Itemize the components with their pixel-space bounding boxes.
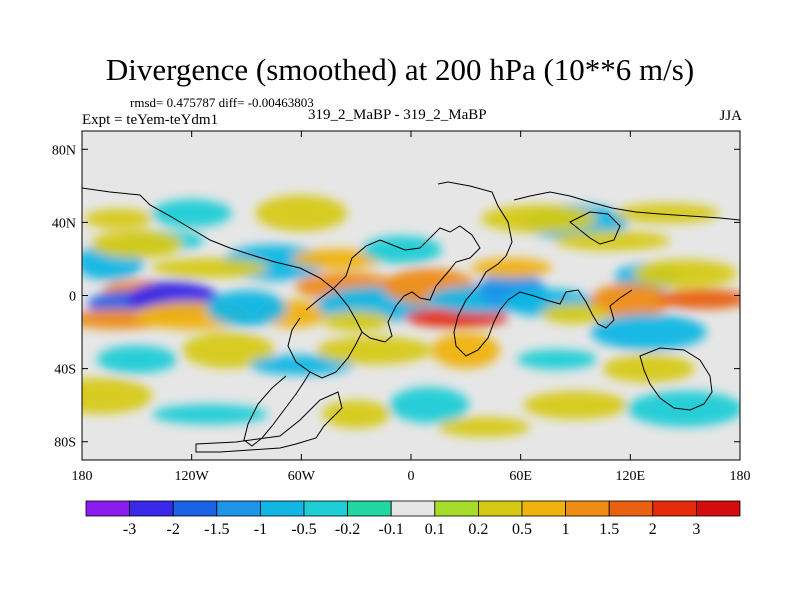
field-region — [627, 390, 740, 427]
chart-title: Divergence (smoothed) at 200 hPa (10**6 … — [105, 52, 695, 87]
y-tick-label: 80N — [52, 143, 76, 158]
colorbar-swatch — [303, 500, 348, 517]
colorbar-label: -3 — [123, 521, 136, 538]
colorbar-swatch — [347, 500, 392, 517]
field-region — [206, 290, 287, 327]
y-tick-label: 40S — [54, 363, 76, 378]
experiment-label: Expt = teYem-teYdm1 — [82, 112, 219, 128]
field-region — [82, 378, 153, 415]
colorbar-label: 0.1 — [425, 521, 445, 538]
colorbar-label: 0.5 — [512, 521, 532, 538]
field-region — [590, 314, 707, 351]
colorbar-label: -0.2 — [335, 521, 360, 538]
field-region — [322, 400, 391, 429]
field-region — [480, 204, 597, 233]
field-region — [249, 354, 354, 375]
stats-label: rmsd= 0.475787 diff= -0.00463803 — [130, 95, 314, 110]
field-region — [90, 230, 183, 259]
x-tick-label: 180 — [730, 469, 751, 484]
field-region — [389, 387, 470, 424]
colorbar-label: -0.5 — [291, 521, 316, 538]
x-tick-label: 120E — [616, 469, 646, 484]
field-region — [614, 203, 719, 224]
colorbar-label: 3 — [692, 521, 700, 538]
colorbar-label: 1 — [562, 521, 570, 538]
colorbar-swatch — [216, 500, 261, 517]
field-region — [182, 332, 275, 369]
field-region — [361, 235, 442, 264]
colorbar-swatch — [652, 500, 697, 517]
field-region — [151, 199, 232, 228]
coastline-south-america — [243, 317, 363, 447]
y-tick-label: 0 — [69, 290, 76, 305]
colorbar-label: -1.5 — [204, 521, 229, 538]
colorbar-label: 2 — [649, 521, 657, 538]
field-region — [657, 289, 740, 310]
field-region — [151, 258, 268, 279]
coastline-australia — [639, 347, 713, 411]
field-region — [438, 417, 531, 438]
colorbar-label: 1.5 — [599, 521, 619, 538]
coastlines — [82, 181, 740, 453]
field-region — [255, 195, 348, 232]
field-region — [291, 248, 384, 269]
y-tick-label: 40N — [52, 216, 76, 231]
field-region — [541, 303, 610, 324]
colorbar-swatch — [259, 500, 305, 517]
field-region — [96, 345, 177, 374]
field-region — [151, 404, 268, 425]
colorbar-swatch — [434, 500, 479, 517]
axes: 180 120W 60W 0 60E 120E 180 80N 40N 0 40S 80S — [52, 131, 751, 484]
colorbar: -3 -2 -1.5 -1 -0.5 -0.2 -0.1 0.1 0.2 0.5 1 1.5 2 3 — [85, 500, 741, 538]
x-tick-label: 0 — [408, 469, 415, 484]
field-region — [316, 336, 433, 365]
y-tick-label: 80S — [54, 436, 76, 451]
field-region — [471, 258, 552, 279]
x-tick-label: 180 — [72, 469, 93, 484]
season-label: JJA — [719, 108, 742, 124]
field-region — [602, 354, 695, 383]
colorbar-label: -1 — [254, 521, 267, 538]
colorbar-swatch — [696, 500, 741, 517]
field-region — [523, 391, 628, 420]
colorbar-label: -0.1 — [379, 521, 404, 538]
coastline-north-america — [82, 187, 481, 343]
field-region — [517, 349, 598, 370]
field-region — [633, 259, 738, 288]
colorbar-swatch — [172, 500, 218, 517]
field-region — [84, 208, 153, 229]
case-label: 319_2_MaBP - 319_2_MaBP — [308, 107, 487, 123]
field-region — [590, 282, 671, 319]
colorbar-swatch — [390, 500, 436, 517]
coastline-asia — [513, 191, 740, 245]
colorbar-swatch — [85, 500, 130, 517]
colorbar-swatch — [565, 500, 610, 517]
x-tick-label: 60E — [509, 469, 532, 484]
x-tick-label: 120W — [175, 469, 210, 484]
colorbar-swatch — [608, 500, 654, 517]
colorbar-swatch — [129, 500, 174, 517]
coastline-europe-africa — [437, 181, 633, 357]
colorbar-label: 0.2 — [468, 521, 488, 538]
colorbar-swatch — [521, 500, 566, 517]
colorbar-swatch — [477, 500, 523, 517]
colorbar-label: -2 — [167, 521, 180, 538]
field-region — [431, 332, 500, 369]
coastline-antarctica — [195, 391, 343, 453]
x-tick-label: 60W — [288, 469, 316, 484]
